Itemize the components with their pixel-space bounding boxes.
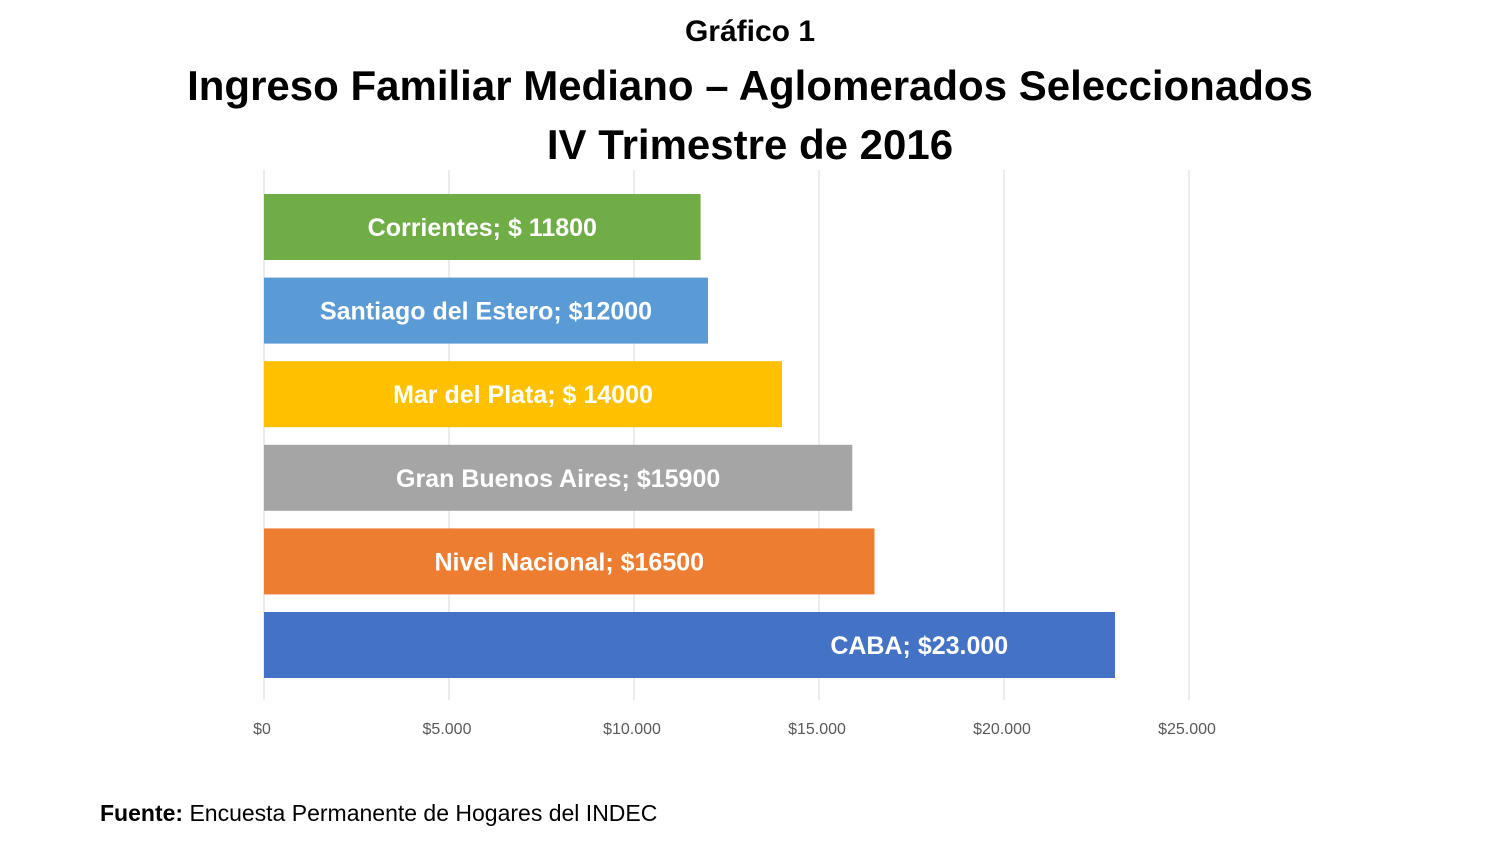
chart-title: Ingreso Familiar Mediano – Aglomerados S… [187,62,1313,109]
source-note: Fuente: Encuesta Permanente de Hogares d… [100,798,657,828]
chart-title-block: Gráfico 1 Ingreso Familiar Mediano – Agl… [0,12,1500,174]
bar [264,194,701,260]
x-tick-label: $20.000 [973,721,1031,738]
bar-data-label: Gran Buenos Aires; $15900 [396,465,720,493]
source-label: Fuente: [100,800,184,826]
bar-data-label: Corrientes; $ 11800 [368,214,597,242]
bar [264,444,853,511]
x-tick-label: $5.000 [423,721,472,738]
x-tick-label: $10.000 [603,721,661,738]
bar [264,361,782,428]
bar-data-label: Santiago del Estero; $12000 [320,298,652,326]
source-text: Encuesta Permanente de Hogares del INDEC [183,800,658,826]
chart-kicker: Gráfico 1 [684,15,816,48]
x-tick-label: $25.000 [1158,721,1216,738]
bar [264,612,1115,678]
bar [264,277,708,344]
bar-data-label: Nivel Nacional; $16500 [434,548,704,576]
x-tick-label: $0 [253,721,271,738]
bar-data-label: CABA; $23.000 [830,632,1008,660]
chart-subtitle: IV Trimestre de 2016 [546,121,954,168]
bar-data-label: Mar del Plata; $ 14000 [393,381,653,409]
bar [264,528,875,595]
x-tick-label: $15.000 [788,721,846,738]
